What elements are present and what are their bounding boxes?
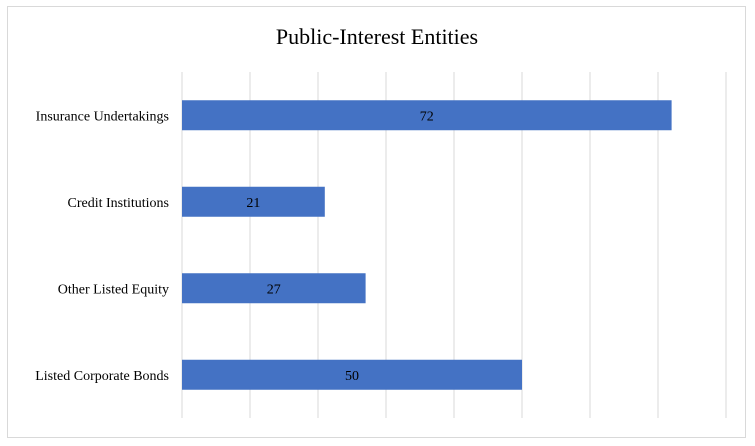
category-labels: Insurance Undertakings Credit Institution… (35, 109, 169, 384)
bars (182, 100, 672, 390)
bar (182, 100, 672, 131)
bar (182, 273, 366, 304)
category-label: Credit Institutions (68, 196, 170, 211)
bar (182, 186, 325, 217)
data-label: 72 (420, 109, 434, 124)
chart-title: Public-Interest Entities (276, 24, 478, 49)
category-label: Listed Corporate Bonds (35, 369, 169, 384)
bar (182, 359, 522, 390)
data-label: 27 (267, 282, 281, 297)
data-label: 21 (246, 196, 260, 211)
category-label: Insurance Undertakings (36, 109, 169, 124)
data-labels: 72 21 27 50 (246, 109, 433, 384)
data-label: 50 (345, 369, 359, 384)
category-label: Other Listed Equity (58, 282, 169, 297)
